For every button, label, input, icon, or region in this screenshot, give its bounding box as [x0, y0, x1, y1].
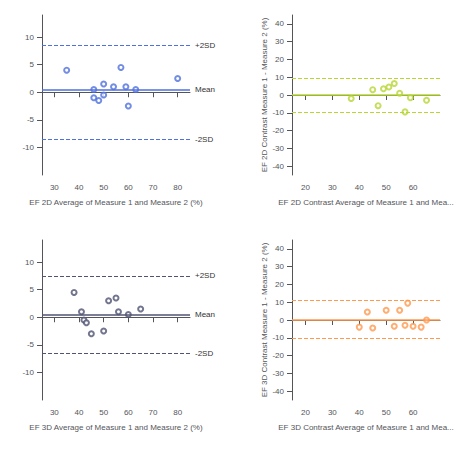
svg-text:Mean: Mean — [195, 310, 215, 319]
svg-text:0: 0 — [30, 88, 35, 97]
svg-text:-10: -10 — [22, 143, 34, 152]
svg-text:-10: -10 — [272, 333, 284, 342]
svg-text:0: 0 — [280, 91, 285, 100]
svg-text:30: 30 — [50, 183, 59, 192]
svg-text:50: 50 — [99, 183, 108, 192]
svg-text:30: 30 — [50, 408, 59, 417]
svg-text:60: 60 — [409, 183, 418, 192]
svg-text:10: 10 — [25, 33, 34, 42]
svg-text:10: 10 — [275, 298, 284, 307]
svg-text:+2SD: +2SD — [195, 41, 215, 50]
svg-text:EF 3D Average of Measure 1 and: EF 3D Average of Measure 1 and Measure 2… — [29, 423, 203, 432]
svg-text:-2SD: -2SD — [195, 349, 213, 358]
svg-text:50: 50 — [99, 408, 108, 417]
svg-text:40: 40 — [355, 183, 364, 192]
svg-text:-30: -30 — [272, 369, 284, 378]
svg-text:10: 10 — [275, 73, 284, 82]
svg-text:EF 2D Contrast Average of Meas: EF 2D Contrast Average of Measure 1 and … — [278, 198, 454, 207]
svg-text:80: 80 — [173, 183, 182, 192]
svg-text:EF 2D Average of Measure 1 and: EF 2D Average of Measure 1 and Measure 2… — [29, 198, 203, 207]
svg-text:40: 40 — [75, 183, 84, 192]
svg-text:-5: -5 — [27, 115, 35, 124]
svg-text:60: 60 — [124, 183, 133, 192]
svg-text:50: 50 — [382, 183, 391, 192]
svg-text:+2SD: +2SD — [195, 271, 215, 280]
svg-text:5: 5 — [30, 60, 35, 69]
svg-text:70: 70 — [149, 408, 158, 417]
svg-text:30: 30 — [328, 408, 337, 417]
svg-text:40: 40 — [275, 244, 284, 253]
svg-text:40: 40 — [275, 19, 284, 28]
svg-text:10: 10 — [25, 258, 34, 267]
svg-text:Mean: Mean — [195, 85, 215, 94]
svg-text:-40: -40 — [272, 162, 284, 171]
svg-text:60: 60 — [409, 408, 418, 417]
svg-text:0: 0 — [30, 313, 35, 322]
svg-text:EF 3D Contrast Measure 1 - Mea: EF 3D Contrast Measure 1 - Measure 2 (%) — [260, 242, 269, 397]
svg-text:80: 80 — [173, 408, 182, 417]
svg-text:20: 20 — [275, 55, 284, 64]
svg-text:60: 60 — [124, 408, 133, 417]
svg-text:40: 40 — [75, 408, 84, 417]
svg-text:50: 50 — [382, 408, 391, 417]
svg-text:30: 30 — [275, 37, 284, 46]
svg-text:-20: -20 — [272, 126, 284, 135]
svg-text:20: 20 — [301, 183, 310, 192]
svg-text:-30: -30 — [272, 144, 284, 153]
svg-text:-2SD: -2SD — [195, 135, 213, 144]
svg-text:EF 2D Contrast Measure 1 - Mea: EF 2D Contrast Measure 1 - Measure 2 (%) — [260, 17, 269, 172]
svg-text:20: 20 — [301, 408, 310, 417]
svg-text:20: 20 — [275, 280, 284, 289]
svg-text:-20: -20 — [272, 351, 284, 360]
svg-text:-10: -10 — [22, 368, 34, 377]
svg-text:30: 30 — [275, 262, 284, 271]
svg-text:0: 0 — [280, 316, 285, 325]
svg-text:5: 5 — [30, 285, 35, 294]
svg-text:-10: -10 — [272, 108, 284, 117]
svg-text:30: 30 — [328, 183, 337, 192]
svg-text:EF 3D Contrast Average of Meas: EF 3D Contrast Average of Measure 1 and … — [278, 423, 454, 432]
svg-text:-40: -40 — [272, 387, 284, 396]
svg-text:40: 40 — [355, 408, 364, 417]
svg-text:70: 70 — [149, 183, 158, 192]
svg-text:-5: -5 — [27, 340, 35, 349]
